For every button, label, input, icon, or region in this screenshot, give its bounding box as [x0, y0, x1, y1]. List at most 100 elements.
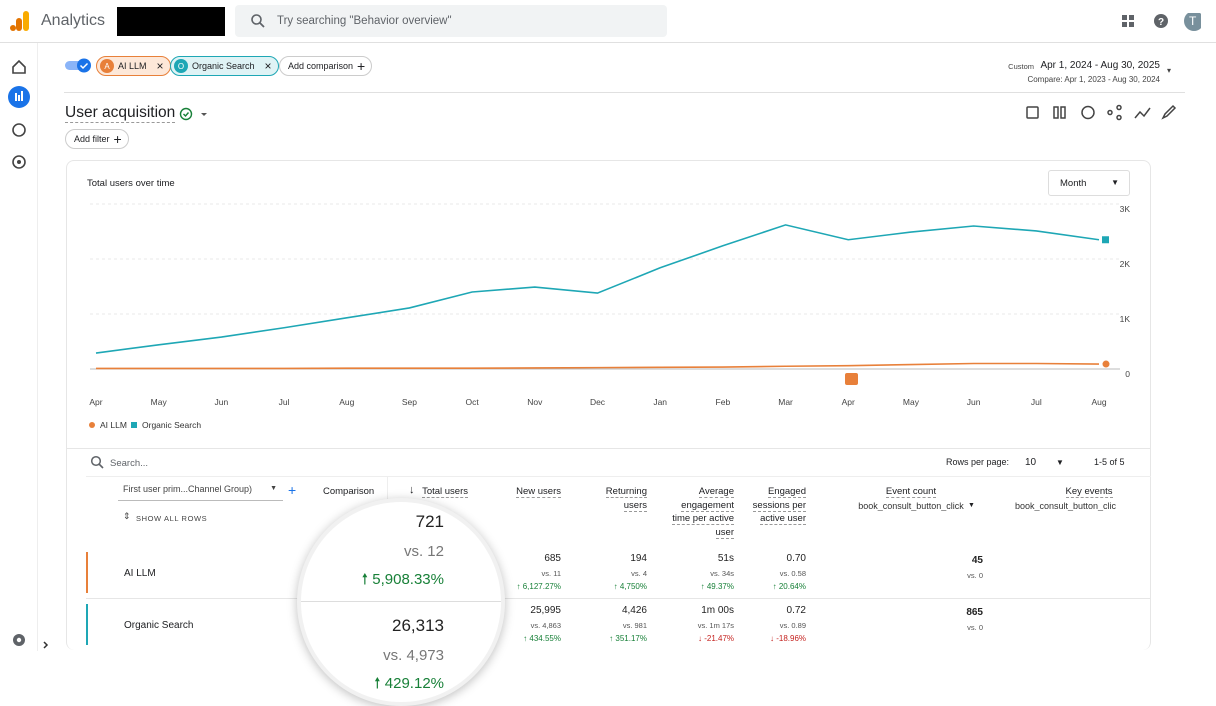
change-value: 434.55%	[529, 634, 561, 643]
cell-value: 865	[966, 607, 983, 618]
y-tick-label: 0	[1125, 369, 1130, 379]
magnifier-change: 🠕 429.12%	[374, 673, 444, 698]
report-status[interactable]	[178, 106, 216, 124]
toolbar-icons[interactable]	[1024, 104, 1179, 122]
y-tick-label: 3K	[1120, 204, 1131, 214]
column-metric: book_consult_button_click	[858, 501, 964, 511]
column-header-label[interactable]: Key events	[1065, 486, 1113, 498]
date-label: Custom	[1008, 62, 1034, 71]
column-header: Event count	[821, 485, 1001, 499]
x-tick-label: May	[151, 397, 168, 407]
arrow: ↓	[697, 634, 702, 643]
change-value: -21.47%	[704, 634, 734, 643]
arrow: ↑	[700, 582, 705, 591]
sidebar-icons[interactable]	[6, 55, 34, 175]
sort-icon: ↓	[409, 484, 415, 496]
x-tick-label: Nov	[527, 397, 543, 407]
table-search-icon	[90, 455, 104, 469]
column-metric: book_consult_button_clic	[1014, 501, 1117, 511]
magnifier-divider	[301, 601, 501, 602]
add-dimension[interactable]: +	[288, 482, 297, 498]
change-value: 49.37%	[706, 582, 734, 591]
date-range[interactable]: Apr 1, 2024 - Aug 30, 2025	[1040, 60, 1160, 71]
x-tick-label: May	[903, 397, 920, 407]
cell-change: ↓ -21.47%	[634, 634, 734, 643]
cell-value: 0.72	[786, 605, 806, 616]
add-comparison[interactable]: Add comparison +	[279, 56, 373, 76]
cell-change: ↑ 6,127.27%	[461, 582, 562, 591]
row-label: AI LLM	[124, 568, 156, 579]
magnifier-change: 🠕 5,908.33%	[362, 569, 444, 594]
search-box[interactable]	[235, 5, 667, 37]
arrow: 🠕	[361, 571, 369, 588]
x-tick-label: Sep	[402, 397, 417, 407]
cell-compare: vs. 34s	[710, 569, 734, 578]
column-header-label[interactable]: New users	[516, 486, 561, 498]
pagination: 1-5 of 5	[1094, 457, 1125, 467]
cell-compare: vs. 11	[541, 569, 561, 578]
end-marker	[1102, 236, 1109, 244]
column-header-label[interactable]: Event count	[885, 486, 937, 498]
cell-value: 1m 00s	[701, 605, 734, 616]
rows-per-page-label: Rows per page:	[946, 457, 1010, 467]
granularity-select[interactable]: Month ▼	[1048, 170, 1130, 196]
table-header-divider	[86, 476, 1151, 477]
sidebar	[0, 43, 38, 651]
row-color-bar	[86, 552, 88, 593]
cell-compare: vs. 0.89	[779, 621, 806, 630]
magnifier-compare: vs. 12	[403, 543, 444, 560]
x-tick-label: Apr	[89, 397, 102, 407]
expand-icon: ⇕	[123, 511, 131, 521]
show-all-rows[interactable]: SHOW ALL ROWS	[136, 514, 208, 523]
cell-value: 0.70	[786, 553, 806, 564]
column-header-label[interactable]: Average engagement time per active user	[672, 486, 734, 539]
column-header-label[interactable]: Returning users	[605, 486, 647, 512]
logo	[10, 11, 29, 31]
change-value: 5,908.33%	[372, 571, 444, 588]
date-compare: Compare: Apr 1, 2023 - Aug 30, 2024	[1027, 75, 1160, 84]
line	[96, 362, 1100, 370]
date-dropdown[interactable]: ▾	[1167, 66, 1172, 75]
change-value: 429.12%	[384, 675, 444, 692]
report-title: User acquisition	[65, 104, 176, 123]
annotation-icon	[845, 373, 858, 385]
add-filter[interactable]: Add filter +	[65, 129, 129, 149]
settings[interactable]	[11, 632, 51, 654]
search-placeholder: Try searching "Behavior overview"	[277, 15, 452, 27]
magnifier: 721 vs. 12 🠕 5,908.33% 26,313 vs. 4,973 🠕 429…	[301, 502, 501, 702]
end-marker	[1102, 360, 1110, 368]
cell-value: 25,995	[530, 605, 561, 616]
change-value: 20.64%	[778, 582, 806, 591]
x-tick-label: Jan	[653, 397, 667, 407]
x-tick-label: Aug	[1091, 397, 1106, 407]
table-divider	[66, 448, 1151, 449]
arrow: ↑	[516, 582, 521, 591]
rows-per-page[interactable]: 10	[1025, 457, 1037, 468]
arrow: ↑	[613, 582, 618, 591]
column-header-label[interactable]: Engaged sessions per active user	[752, 486, 806, 525]
chip-badge: A	[100, 59, 114, 73]
avatar[interactable]: T	[1189, 14, 1197, 28]
column-header: Returning users	[587, 485, 647, 512]
comparison-header: Comparison	[323, 486, 375, 497]
compare-toggle[interactable]	[64, 57, 94, 75]
cell-value: 45	[971, 555, 983, 566]
cell-compare: vs. 0	[967, 571, 983, 580]
x-tick-label: Feb	[716, 397, 731, 407]
table-search[interactable]: Search...	[110, 458, 149, 469]
divider	[64, 92, 1185, 93]
x-tick-label: Mar	[778, 397, 793, 407]
rows-dropdown[interactable]: ▼	[1056, 458, 1064, 467]
x-tick-label: Oct	[466, 397, 480, 407]
cell-change: ↑ 434.55%	[461, 634, 561, 643]
magnifier-compare: vs. 4,973	[383, 647, 444, 664]
change-value: 4,750%	[619, 582, 647, 591]
row-divider	[86, 598, 1151, 599]
cell-compare: vs. 981	[622, 621, 647, 630]
x-tick-label: Aug	[339, 397, 354, 407]
column-header-label[interactable]: Total users	[422, 486, 468, 498]
comparison-chip[interactable]: O Organic Search ×	[170, 56, 279, 76]
dimension-select[interactable]: First user prim...Channel Group) ▼	[118, 484, 283, 501]
metric-dropdown: ▼	[968, 502, 975, 509]
header-icons[interactable]: ?	[1121, 13, 1201, 31]
